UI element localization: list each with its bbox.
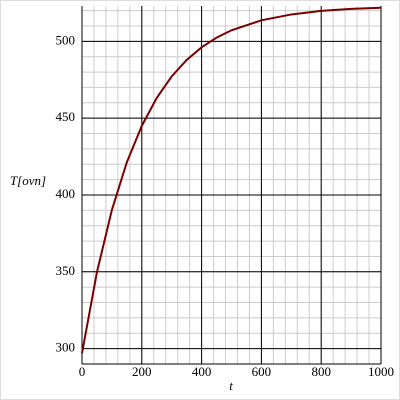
x-tick-label: 800 (311, 364, 331, 379)
line-series (81, 6, 382, 354)
y-tick-label: 350 (56, 263, 76, 278)
y-tick-label: 400 (56, 186, 76, 201)
x-tick-label: 200 (132, 364, 152, 379)
x-axis-label: t (229, 378, 233, 393)
y-axis-label: T[ovn] (10, 173, 46, 188)
x-tick-label: 600 (252, 364, 272, 379)
y-tick-label: 300 (56, 340, 76, 355)
x-tick-label: 1000 (368, 364, 394, 379)
x-tick-label: 400 (192, 364, 212, 379)
x-tick-label: 0 (79, 364, 86, 379)
y-tick-label: 500 (56, 32, 76, 47)
y-tick-label: 450 (56, 109, 76, 124)
